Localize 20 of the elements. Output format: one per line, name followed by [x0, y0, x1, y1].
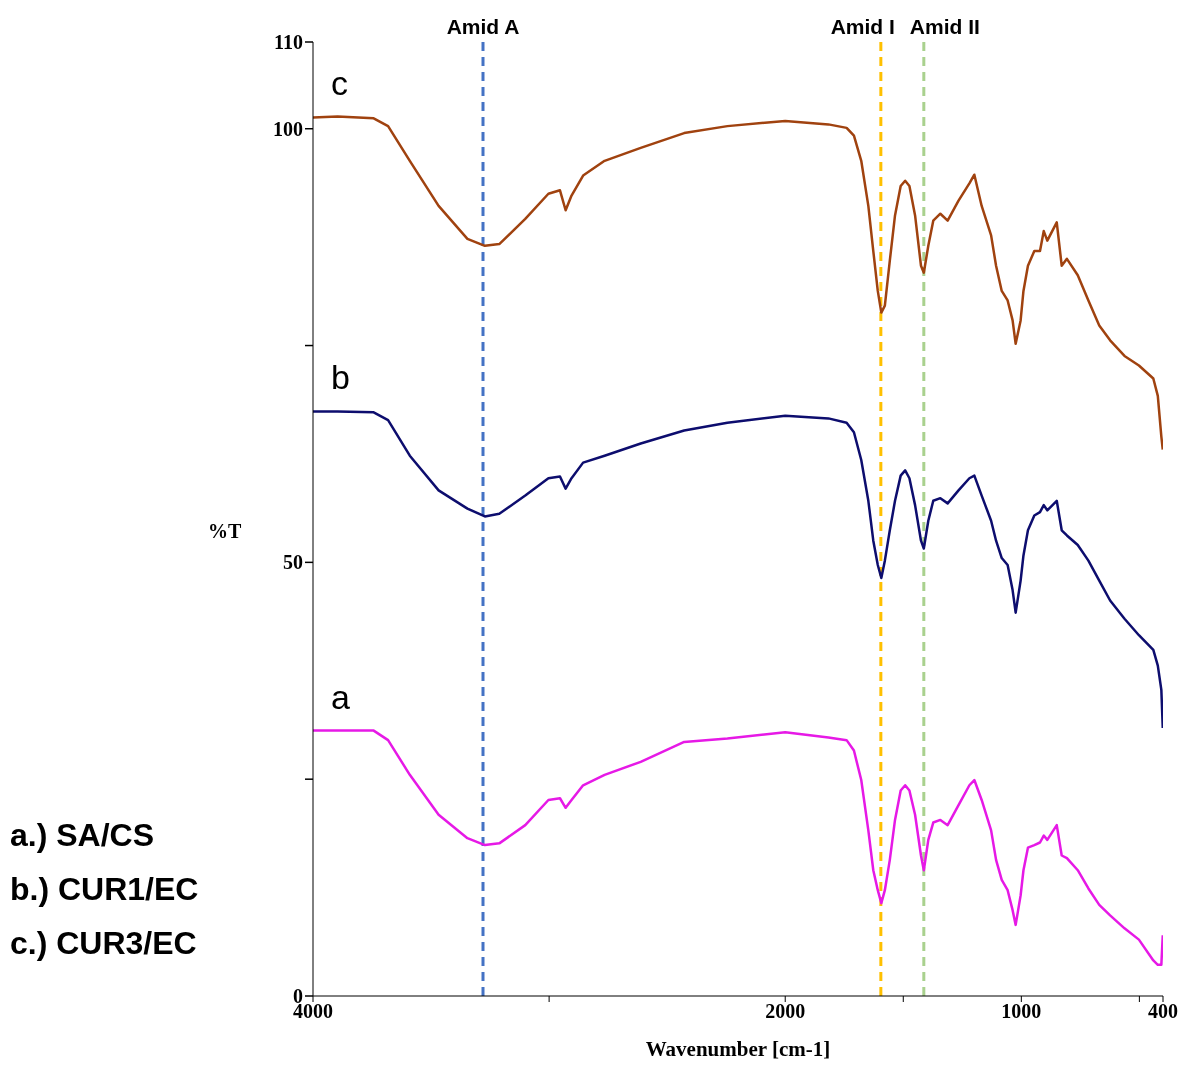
line-series: [313, 410, 1163, 730]
y-axis-title: %T: [208, 520, 242, 543]
y-tick-label: 100: [273, 117, 303, 140]
x-tick-label: 2000: [765, 1000, 806, 1023]
ref-line-label: Amid I: [830, 15, 895, 38]
text: a.) SA/CS: [10, 816, 156, 855]
text: b.) CUR1/EC: [10, 870, 199, 909]
text: c.) CUR3/EC: [10, 924, 198, 963]
y-tick-label: 50: [283, 551, 303, 574]
y-tick-label: 110: [274, 31, 303, 54]
series-label: b: [331, 358, 350, 397]
ref-line-label: Amid II: [909, 15, 980, 38]
series-label: a: [331, 677, 350, 716]
x-tick-label: 1000: [1001, 1000, 1042, 1023]
x-tick-label: 400: [1148, 1000, 1178, 1023]
x-axis-title: Wavenumber [cm-1]: [645, 1037, 831, 1061]
line-series: [313, 115, 1163, 451]
ref-line-label: Amid A: [446, 15, 520, 38]
line-series: [313, 729, 1163, 967]
series-label: c: [331, 64, 348, 103]
